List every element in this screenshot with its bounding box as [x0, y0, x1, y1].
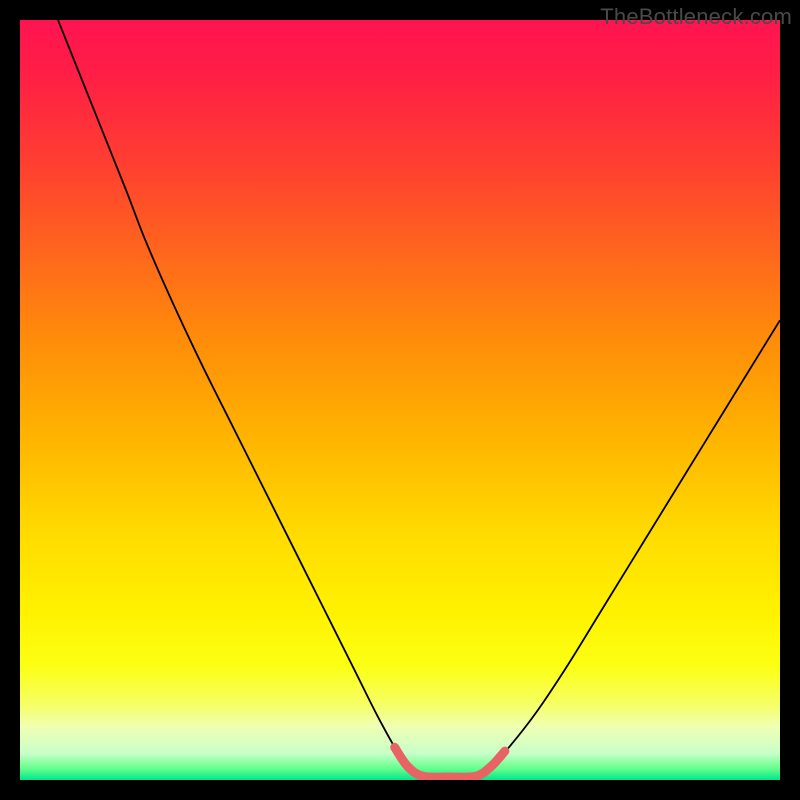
- watermark-text: TheBottleneck.com: [600, 4, 792, 30]
- highlight-layer: [20, 20, 780, 780]
- figure-frame: TheBottleneck.com: [0, 0, 800, 800]
- bottom-highlight: [395, 747, 505, 777]
- plot-area: [20, 20, 780, 780]
